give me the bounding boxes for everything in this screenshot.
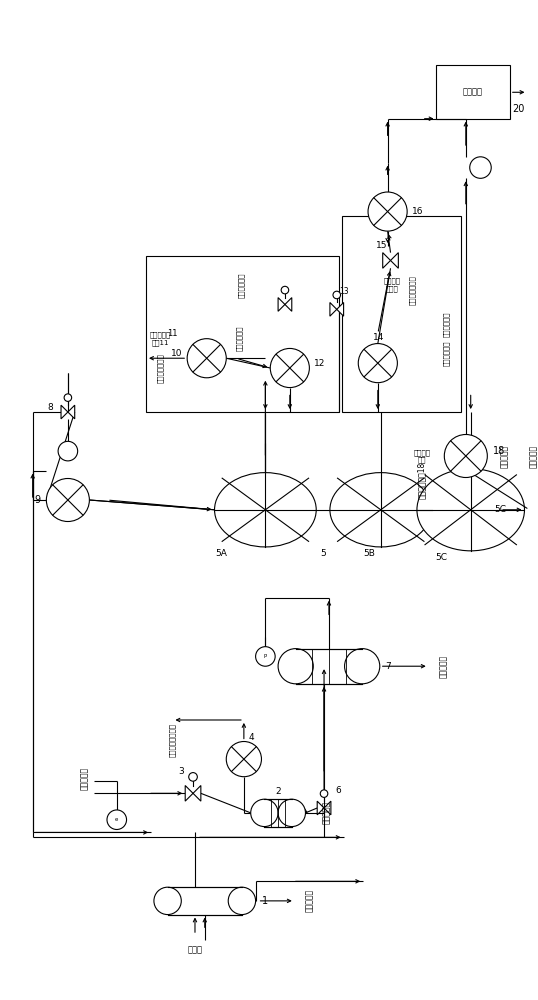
Text: 中压锅炉水: 中压锅炉水: [500, 444, 509, 468]
Text: 18: 18: [493, 446, 505, 456]
Circle shape: [187, 339, 226, 378]
Polygon shape: [324, 801, 331, 815]
Ellipse shape: [228, 887, 256, 915]
Polygon shape: [317, 801, 324, 815]
Bar: [296, 649, 362, 684]
Text: 高压工艺液: 高压工艺液: [305, 889, 314, 912]
Polygon shape: [337, 302, 344, 316]
Text: 2: 2: [275, 787, 281, 796]
Ellipse shape: [330, 473, 431, 547]
Text: 中压锅炉水: 中压锅炉水: [529, 444, 538, 468]
Ellipse shape: [215, 473, 316, 547]
Text: 5B: 5B: [363, 549, 375, 558]
Circle shape: [368, 192, 407, 231]
Text: 15: 15: [376, 241, 387, 250]
Text: 余热回收: 余热回收: [463, 88, 483, 97]
Text: 4: 4: [249, 733, 254, 742]
Text: 10: 10: [171, 349, 182, 358]
Ellipse shape: [251, 799, 278, 827]
Circle shape: [256, 647, 275, 666]
Polygon shape: [61, 405, 68, 419]
Text: 中压低温
蒸汽: 中压低温 蒸汽: [413, 449, 430, 463]
Bar: [436, 65, 510, 119]
Polygon shape: [285, 298, 292, 311]
Text: 12: 12: [314, 359, 325, 368]
Circle shape: [58, 441, 77, 461]
Text: 1: 1: [263, 896, 268, 906]
Text: 6: 6: [336, 786, 342, 795]
Text: 8: 8: [47, 403, 53, 412]
Ellipse shape: [278, 799, 306, 827]
Text: 中高压锅炉水: 中高压锅炉水: [443, 341, 450, 366]
Text: 5C: 5C: [494, 505, 506, 514]
Text: 3: 3: [179, 767, 184, 776]
Circle shape: [470, 157, 491, 178]
Polygon shape: [391, 253, 398, 268]
Circle shape: [358, 344, 398, 383]
Circle shape: [281, 286, 289, 294]
Circle shape: [270, 348, 309, 388]
Circle shape: [444, 434, 487, 478]
Text: e: e: [115, 817, 118, 822]
Text: 中高压饱
和蒸汽: 中高压饱 和蒸汽: [384, 278, 401, 292]
Ellipse shape: [417, 469, 525, 551]
Circle shape: [226, 742, 261, 777]
Circle shape: [333, 291, 341, 299]
Text: 5C: 5C: [435, 553, 448, 562]
Text: 11: 11: [167, 329, 178, 338]
Text: 16: 16: [412, 207, 423, 216]
Polygon shape: [193, 786, 201, 801]
Circle shape: [320, 790, 328, 797]
Text: 高压锅炉水: 高压锅炉水: [80, 767, 89, 790]
Polygon shape: [383, 253, 391, 268]
Ellipse shape: [278, 649, 313, 684]
Text: 中高压锅炉水: 中高压锅炉水: [443, 311, 450, 337]
Bar: [342, 216, 461, 412]
Text: 副产低压饱和蒸汽: 副产低压饱和蒸汽: [169, 723, 176, 757]
Circle shape: [64, 394, 72, 401]
Polygon shape: [68, 405, 75, 419]
Text: 5: 5: [320, 549, 326, 558]
Text: 5A: 5A: [215, 549, 228, 558]
Text: 中高压过热
蒸汽11: 中高压过热 蒸汽11: [150, 332, 172, 346]
Ellipse shape: [154, 887, 181, 915]
Bar: [168, 887, 242, 915]
Circle shape: [46, 478, 89, 522]
Text: 9: 9: [34, 495, 40, 505]
Text: 14: 14: [373, 333, 384, 342]
Bar: [264, 799, 292, 827]
Text: 中高压过热蒸汽: 中高压过热蒸汽: [158, 353, 164, 383]
Text: 7: 7: [386, 662, 391, 671]
Bar: [146, 256, 339, 412]
Text: P: P: [264, 654, 267, 659]
Text: 中高压锅炉水: 中高压锅炉水: [238, 272, 244, 298]
Text: 低压工艺液: 低压工艺液: [439, 655, 448, 678]
Circle shape: [107, 810, 126, 830]
Text: 低压锅炉水: 低压锅炉水: [322, 801, 331, 824]
Text: 中压低温蒸汽18: 中压低温蒸汽18: [417, 462, 426, 499]
Text: 20: 20: [513, 104, 525, 114]
Text: 13: 13: [339, 287, 348, 296]
Text: 中高压锅炉水: 中高压锅炉水: [236, 326, 242, 351]
Polygon shape: [330, 302, 337, 316]
Text: 中高压饱和蒸汽: 中高压饱和蒸汽: [409, 275, 415, 305]
Polygon shape: [185, 786, 193, 801]
Circle shape: [189, 773, 197, 781]
Ellipse shape: [344, 649, 380, 684]
Text: 煤合气: 煤合气: [187, 945, 202, 954]
Polygon shape: [278, 298, 285, 311]
